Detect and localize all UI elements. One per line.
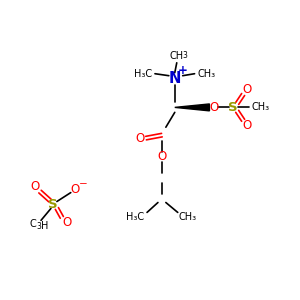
Text: +: + <box>178 64 188 77</box>
Polygon shape <box>175 104 209 111</box>
Text: H: H <box>41 221 49 231</box>
Text: S: S <box>228 101 238 114</box>
Text: −: − <box>79 179 88 189</box>
Text: O: O <box>70 183 79 196</box>
Text: N: N <box>169 71 181 86</box>
Text: 3: 3 <box>182 51 187 60</box>
Text: O: O <box>242 119 252 132</box>
Text: H₃C: H₃C <box>134 69 152 79</box>
Text: CH₃: CH₃ <box>178 212 197 222</box>
Text: O: O <box>62 216 71 229</box>
Text: S: S <box>48 198 58 211</box>
Text: O: O <box>30 180 40 193</box>
Text: CH: CH <box>170 51 184 61</box>
Text: C: C <box>30 219 37 229</box>
Text: O: O <box>210 101 219 114</box>
Text: H₃C: H₃C <box>126 212 144 222</box>
Text: O: O <box>136 132 145 145</box>
Text: O: O <box>242 83 252 96</box>
Text: 3: 3 <box>37 222 41 231</box>
Text: O: O <box>157 150 167 164</box>
Text: CH₃: CH₃ <box>197 69 215 79</box>
Text: CH₃: CH₃ <box>252 102 270 112</box>
